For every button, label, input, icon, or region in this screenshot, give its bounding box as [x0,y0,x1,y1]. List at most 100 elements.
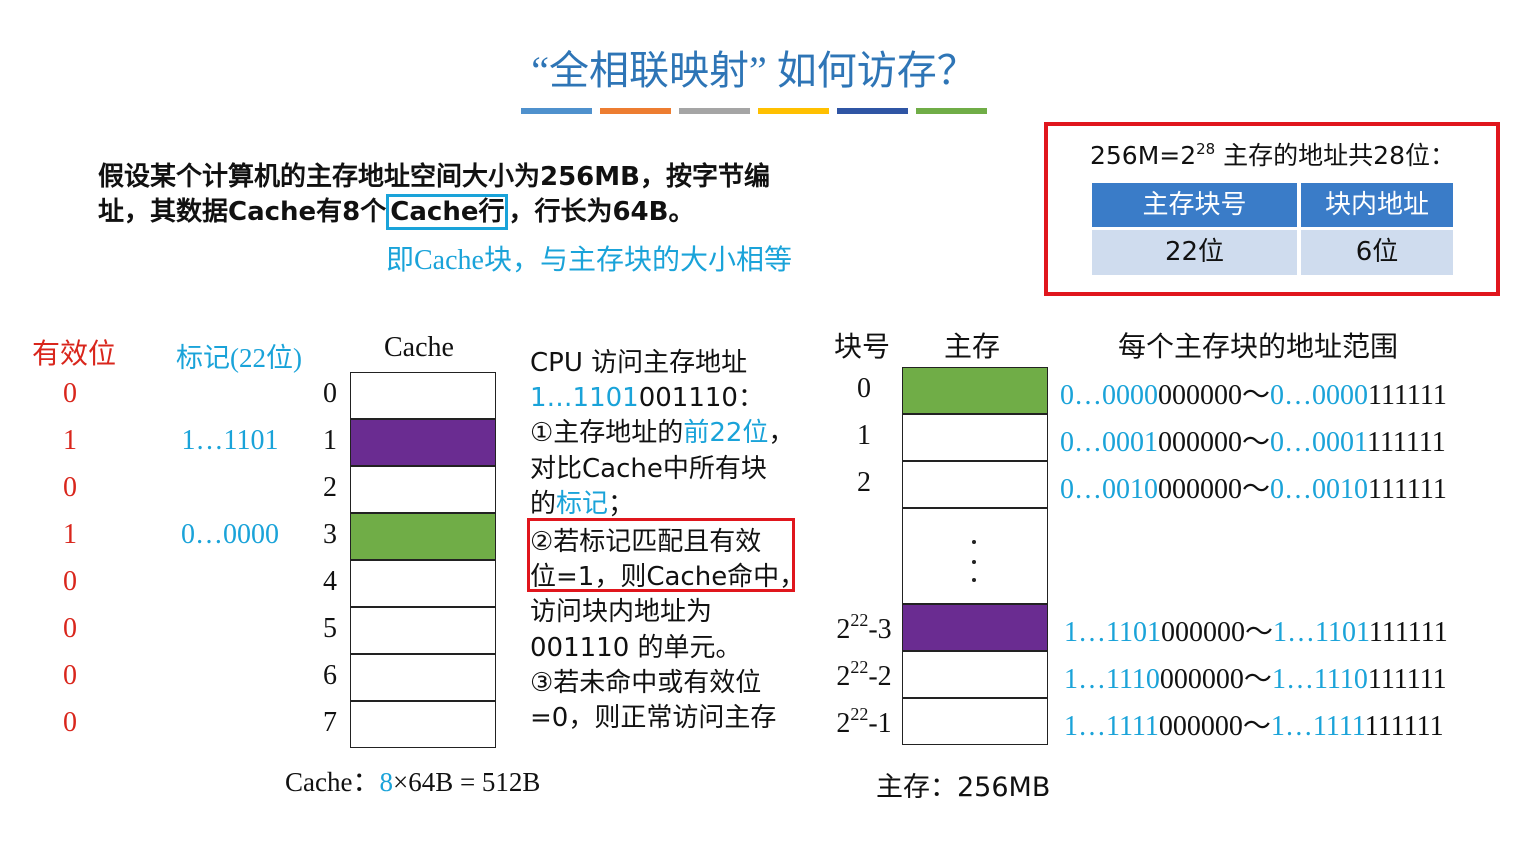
cache-header: Cache [384,332,454,363]
cpu-line: ①主存地址的前22位， [530,412,794,449]
block-label: 222-1 [820,704,908,740]
cpu-line: ③若未命中或有效位 [530,662,761,699]
cpu-text: ③若未命中或有效位 [530,667,762,698]
cache-line [350,513,496,560]
valid-bit: 0 [63,378,77,409]
range-prefix: 1…1101 [1272,617,1370,648]
range-prefix: 1…1110 [1271,664,1368,695]
block-base: 2 [836,708,851,739]
range-offset: 111111 [1369,617,1448,648]
cpu-line: 对比Cache中所有块 [530,448,767,485]
range-prefix: 1…1110 [1064,664,1160,695]
cpu-text: ①主存地址的 [530,418,684,449]
tag: 0…0000 [181,519,279,550]
range-prefix: 1…1101 [1064,617,1161,648]
cache-line [350,654,496,701]
line-index: 7 [323,707,337,738]
memory-block [902,461,1048,508]
block-suffix: -3 [868,614,892,645]
cpu-line: 位=1，则Cache命中， [530,556,805,593]
range-prefix: 0…0001 [1060,427,1158,458]
cpu-text: 对比Cache中所有块 [530,453,767,484]
cache-line [350,419,496,466]
range-offset: 000000 [1158,711,1243,742]
block-label: 222-3 [820,610,908,646]
cache-line [350,560,496,607]
range-prefix: 0…0001 [1270,427,1368,458]
block-suffix: -1 [868,708,892,739]
block-header: 块号 [834,332,891,363]
block-label: 2 [857,467,871,498]
memory-caption: 主存：256MB [876,772,1051,803]
block-exponent: 22 [850,657,869,677]
highlight-box [527,518,795,592]
cache-line [350,372,496,419]
problem-text: 假设某个计算机的主存地址空间大小为256MB，按字节编 [98,162,770,192]
line-index: 3 [323,519,337,550]
problem-text: Cache行 [386,194,509,230]
range-separator: ～ [1242,474,1271,505]
cache-line [350,607,496,654]
cpu-text: 前22位 [683,418,769,449]
problem-text: ，行长为64B。 [508,197,695,227]
range-prefix: 1…1111 [1270,711,1366,742]
tag: 1…1101 [181,425,279,456]
formula-base: 256M=2 [1090,141,1197,170]
address-range: 1…1101000000～1…1101111111 [1064,610,1448,650]
cpu-text: 的 [530,488,557,519]
cpu-text: ； [608,488,635,519]
block-exponent: 22 [850,704,869,724]
cpu-text: 位=1，则Cache命中， [530,562,806,593]
range-separator: ～ [1242,427,1271,458]
cpu-text: =0，则正常访问主存 [530,703,777,733]
valid-bit: 0 [63,566,77,597]
cpu-text: ， [768,418,795,449]
memory-block [902,698,1048,745]
cpu-line: ②若标记匹配且有效 [530,521,761,558]
dot [972,540,976,544]
line-index: 1 [323,425,337,456]
block-label: 222-2 [820,657,908,693]
range-prefix: 0…0000 [1270,380,1369,411]
line-index: 0 [323,378,337,409]
cpu-line: 1…1101001110： [530,377,764,414]
cpu-text: 标记 [556,488,609,519]
table-cell: 6位 [1301,230,1453,275]
block-base: 2 [836,614,851,645]
line-index: 2 [323,472,337,503]
block-base: 2 [836,661,851,692]
cpu-text: 001110： [638,383,764,414]
range-offset: 111111 [1367,664,1447,695]
range-separator: ～ [1242,711,1271,742]
range-separator: ～ [1244,617,1273,648]
memory-block [902,367,1048,414]
memory-header: 主存 [944,332,1001,363]
table-cell: 22位 [1092,230,1297,275]
cache-caption: Cache：8×64B = 512B [285,760,540,799]
memory-block [902,651,1048,698]
color-bars [521,108,987,114]
cpu-text: 访问块内地址为 [530,597,713,628]
valid-bit: 0 [63,472,77,503]
valid-bit: 0 [63,707,77,738]
range-offset: 111111 [1368,474,1447,505]
address-range: 1…1110000000～1…1110111111 [1064,657,1447,697]
cache-line [350,466,496,513]
range-separator: ～ [1243,664,1272,695]
range-separator: ～ [1242,380,1271,411]
cpu-text: 1…1101 [530,383,639,414]
formula-text: 主存的地址共28位： [1215,141,1455,170]
block-suffix: -2 [868,661,892,692]
address-range: 0…0001000000～0…0001111111 [1060,420,1446,460]
range-offset: 000000 [1158,380,1242,411]
tag-header: 标记(22位) [176,343,302,373]
cpu-text: 001110 的单元。 [530,632,742,663]
line-index: 4 [323,566,337,597]
range-header: 每个主存块的地址范围 [1118,332,1399,363]
range-offset: 000000 [1159,664,1244,695]
address-formula: 256M=228 主存的地址共28位： [1090,136,1455,172]
problem-line: 假设某个计算机的主存地址空间大小为256MB，按字节编 [98,156,770,193]
cache-line [350,701,496,748]
cpu-line: 访问块内地址为 [530,591,712,628]
